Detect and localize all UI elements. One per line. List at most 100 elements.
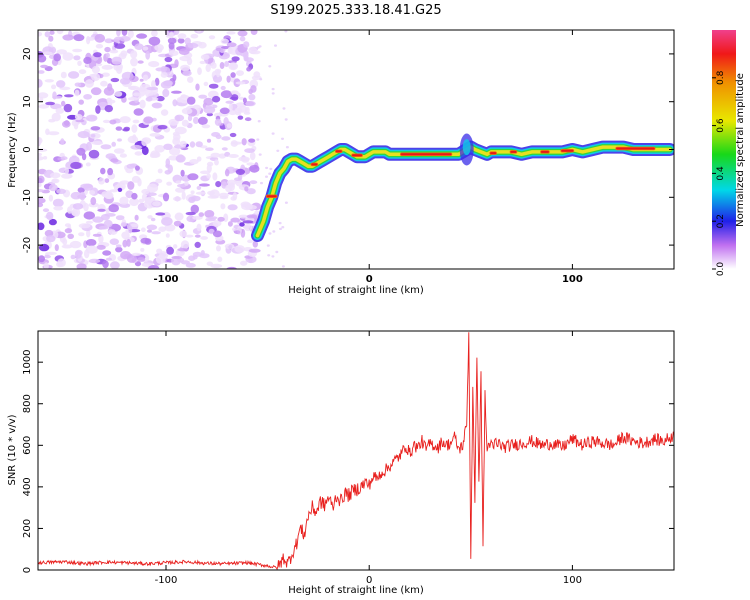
noise-blob: [141, 188, 150, 195]
noise-blob: [117, 187, 123, 192]
noise-blob: [109, 189, 119, 193]
noise-blob: [245, 204, 257, 210]
noise-blob: [272, 230, 276, 233]
noise-blob: [265, 166, 269, 170]
noise-blob: [174, 114, 185, 122]
noise-blob: [169, 147, 181, 156]
noise-blob: [77, 131, 90, 139]
noise-blob: [189, 141, 196, 148]
noise-blob: [174, 212, 184, 221]
noise-blob: [107, 167, 114, 176]
noise-blob: [119, 77, 131, 85]
noise-blob: [145, 96, 153, 102]
x-tick-label: -100: [155, 575, 178, 586]
noise-blob: [40, 64, 49, 69]
noise-blob: [141, 227, 146, 232]
noise-blob: [62, 52, 74, 61]
noise-blob: [121, 231, 130, 240]
noise-blob: [248, 46, 258, 55]
noise-blob: [131, 192, 138, 200]
noise-blob: [219, 107, 230, 115]
noise-blob: [84, 79, 94, 88]
noise-blob: [44, 254, 51, 259]
noise-blob: [164, 213, 171, 218]
noise-blob: [171, 255, 182, 259]
y-tick-label: 1000: [22, 349, 33, 374]
x-tick-label: 100: [562, 274, 583, 285]
noise-blob: [149, 133, 161, 137]
noise-blob: [61, 173, 73, 179]
noise-blob: [73, 122, 79, 130]
noise-blob: [132, 119, 140, 124]
noise-blob: [98, 177, 105, 185]
noise-blob: [113, 148, 125, 154]
noise-blob: [186, 96, 196, 105]
noise-blob: [246, 188, 256, 195]
noise-blob: [105, 257, 112, 261]
noise-blob: [109, 119, 117, 125]
noise-blob: [108, 204, 119, 213]
noise-blob: [101, 64, 114, 70]
noise-blob: [180, 64, 191, 72]
noise-blob: [148, 265, 160, 269]
noise-blob: [140, 247, 145, 252]
noise-blob: [215, 134, 222, 140]
noise-blob: [73, 55, 81, 61]
noise-blob: [248, 94, 256, 101]
noise-blob: [207, 190, 215, 196]
noise-blob: [110, 158, 119, 163]
noise-blob: [106, 97, 112, 102]
colorbar-tick-label: 0.8: [716, 70, 726, 85]
noise-blob: [74, 89, 80, 97]
noise-blob: [104, 46, 111, 53]
noise-blob: [178, 48, 190, 55]
snr-series-layer: [38, 332, 674, 570]
noise-blob: [198, 94, 208, 99]
noise-blob: [83, 202, 89, 212]
noise-blob: [230, 90, 239, 95]
noise-blob: [143, 199, 155, 209]
noise-blob: [70, 191, 82, 200]
noise-blob: [104, 38, 114, 44]
noise-blob: [162, 88, 170, 98]
noise-blob: [130, 144, 142, 150]
noise-blob: [259, 78, 263, 81]
noise-blob: [54, 244, 59, 252]
noise-blob: [77, 60, 82, 66]
noise-blob: [156, 248, 163, 254]
noise-blob: [275, 250, 279, 254]
noise-blob: [226, 31, 236, 35]
noise-blob: [271, 255, 275, 258]
noise-blob: [235, 168, 245, 175]
noise-blob: [155, 178, 163, 184]
snr-series-line: [38, 332, 674, 570]
noise-blob: [130, 57, 138, 67]
noise-blob: [221, 136, 231, 141]
noise-blob: [90, 197, 97, 206]
noise-blob: [152, 201, 161, 207]
noise-blob: [166, 181, 173, 186]
noise-blob: [194, 241, 201, 248]
noise-blob: [133, 108, 144, 116]
noise-blob: [225, 184, 233, 193]
noise-blob: [230, 196, 237, 201]
noise-blob: [156, 95, 165, 102]
noise-blob: [226, 123, 232, 129]
y-tick-label: 0: [22, 146, 33, 152]
noise-blob: [258, 153, 262, 156]
noise-blob: [91, 73, 101, 81]
noise-blob: [215, 69, 221, 78]
noise-blob: [227, 221, 233, 227]
noise-blob: [131, 124, 138, 133]
noise-blob: [179, 230, 188, 237]
noise-blob: [206, 112, 213, 117]
noise-blob: [195, 191, 206, 195]
noise-blob: [268, 65, 272, 68]
y-tick-label: -10: [22, 189, 33, 205]
noise-blob: [220, 38, 229, 44]
noise-blob: [78, 69, 87, 75]
noise-blob: [212, 172, 218, 181]
noise-blob: [83, 56, 92, 64]
noise-blob: [52, 198, 64, 208]
